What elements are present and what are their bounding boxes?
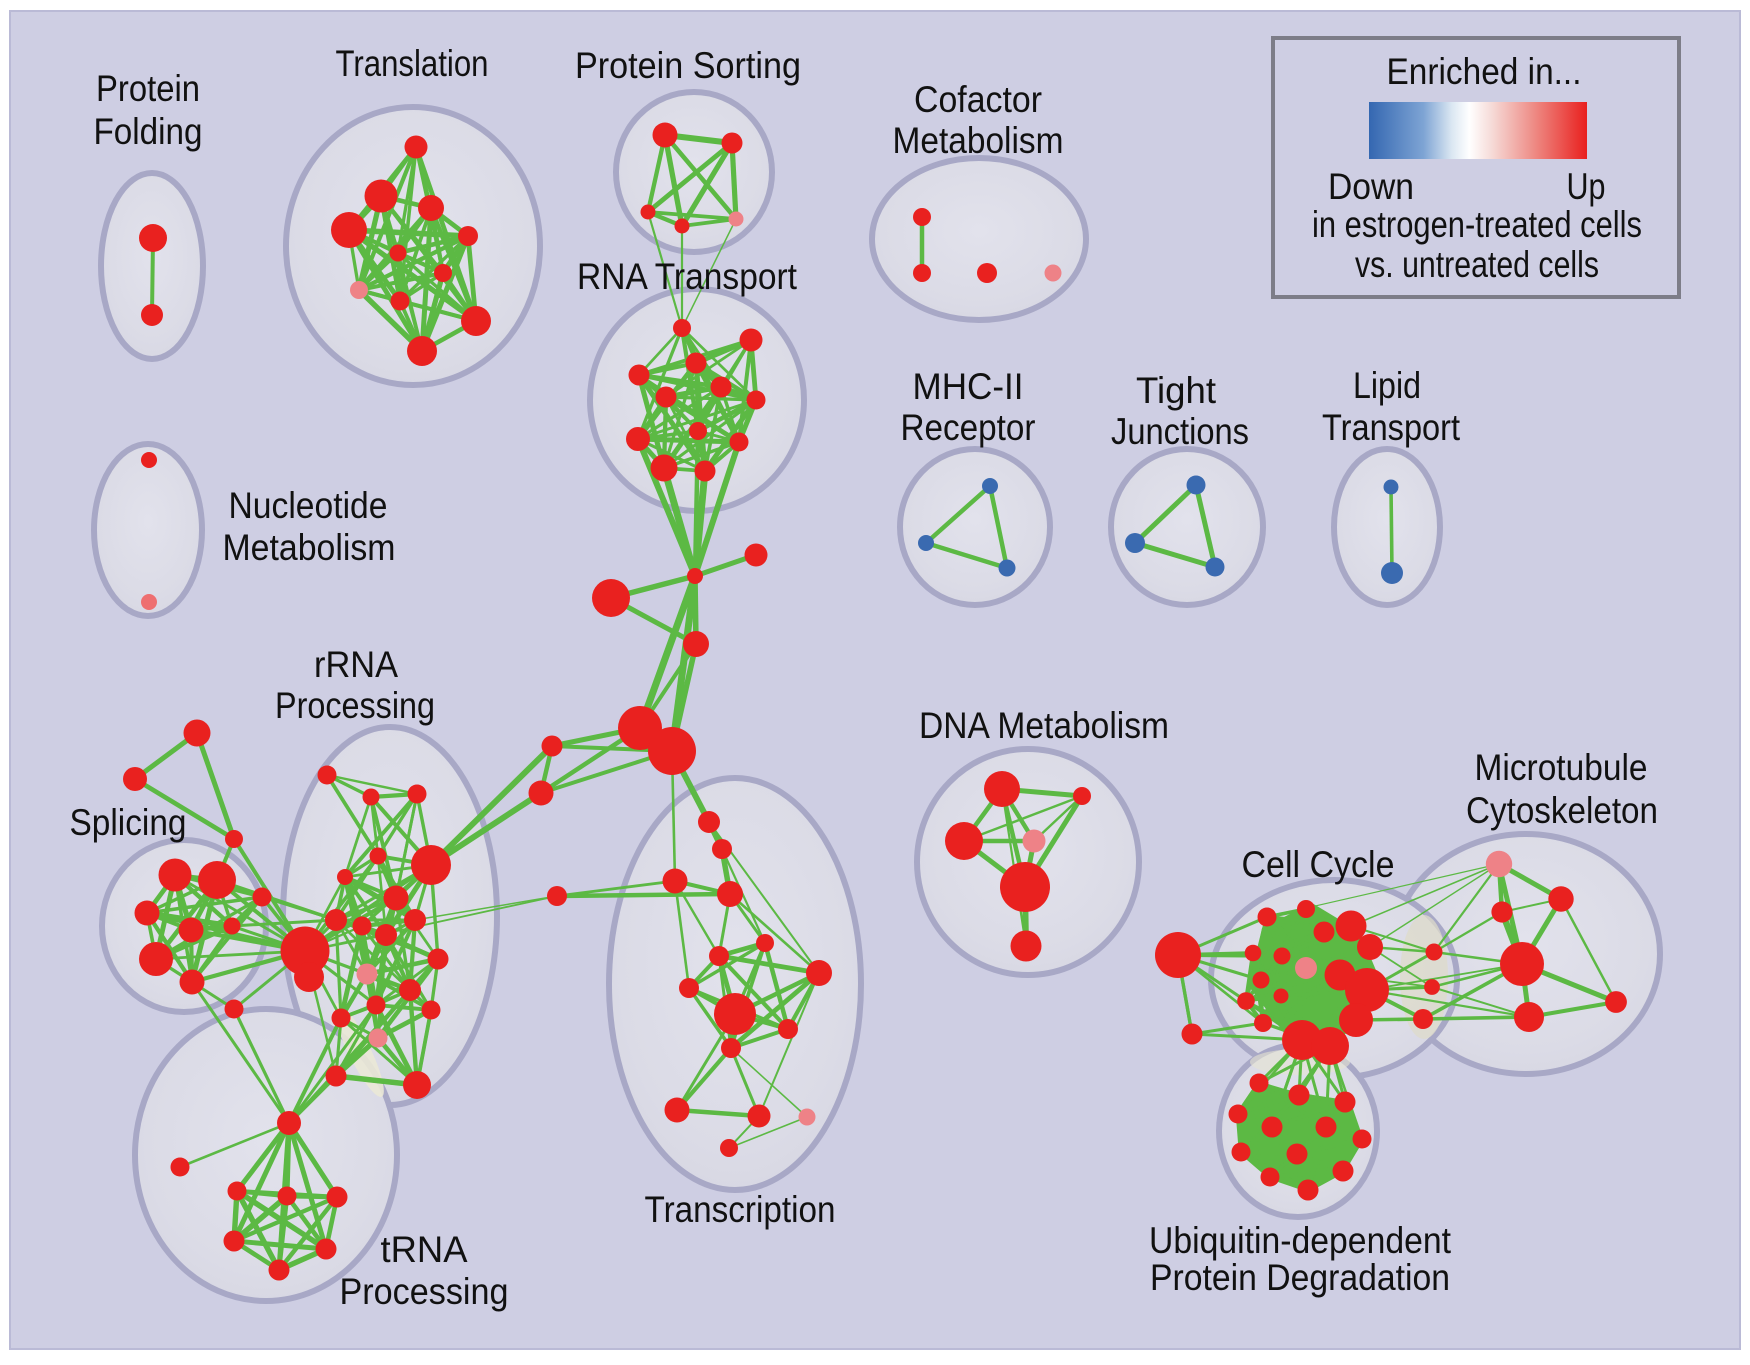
svg-text:Cell Cycle: Cell Cycle xyxy=(1242,844,1395,885)
svg-text:Metabolism: Metabolism xyxy=(893,120,1064,161)
svg-text:Transport: Transport xyxy=(1322,407,1461,448)
svg-text:Ubiquitin-dependent: Ubiquitin-dependent xyxy=(1149,1220,1452,1261)
svg-text:Protein Sorting: Protein Sorting xyxy=(575,45,801,86)
svg-text:Translation: Translation xyxy=(336,43,489,84)
svg-text:Metabolism: Metabolism xyxy=(223,527,396,568)
svg-text:vs. untreated cells: vs. untreated cells xyxy=(1355,244,1599,285)
svg-text:Nucleotide: Nucleotide xyxy=(229,485,388,526)
svg-text:Cytoskeleton: Cytoskeleton xyxy=(1466,790,1658,831)
svg-text:tRNA: tRNA xyxy=(381,1229,468,1270)
svg-text:Transcription: Transcription xyxy=(645,1189,836,1230)
svg-text:Protein: Protein xyxy=(96,68,200,109)
svg-text:Folding: Folding xyxy=(94,111,203,152)
svg-text:MHC-II: MHC-II xyxy=(913,366,1024,407)
svg-text:DNA Metabolism: DNA Metabolism xyxy=(919,705,1169,746)
svg-text:Processing: Processing xyxy=(340,1271,509,1312)
svg-text:Lipid: Lipid xyxy=(1353,365,1421,406)
svg-text:Splicing: Splicing xyxy=(70,802,187,843)
svg-text:Enriched in...: Enriched in... xyxy=(1387,51,1582,92)
svg-text:Cofactor: Cofactor xyxy=(914,79,1042,120)
svg-text:Down: Down xyxy=(1328,166,1414,207)
svg-text:Processing: Processing xyxy=(275,685,435,726)
svg-text:Up: Up xyxy=(1567,166,1606,207)
svg-text:Tight: Tight xyxy=(1136,370,1217,411)
svg-text:Receptor: Receptor xyxy=(901,407,1036,448)
svg-text:RNA Transport: RNA Transport xyxy=(577,256,798,297)
svg-text:Junctions: Junctions xyxy=(1111,411,1249,452)
svg-text:rRNA: rRNA xyxy=(314,644,398,685)
svg-text:in estrogen-treated cells: in estrogen-treated cells xyxy=(1312,204,1642,245)
svg-text:Microtubule: Microtubule xyxy=(1475,747,1648,788)
svg-text:Protein Degradation: Protein Degradation xyxy=(1150,1257,1450,1298)
